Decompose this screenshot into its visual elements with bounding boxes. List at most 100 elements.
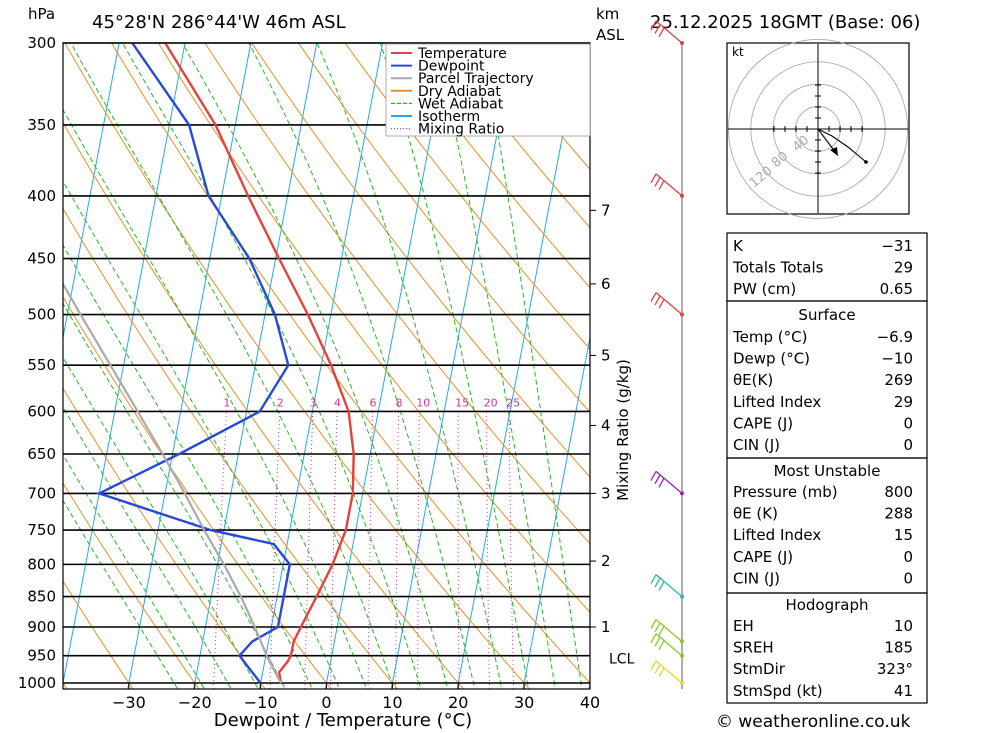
index-label: θE (K) [733,505,778,523]
index-label: Lifted Index [733,393,821,411]
index-value: 10 [894,617,913,635]
pressure-tick-label: 500 [27,306,56,324]
mixing-ratio-axis-label: Mixing Ratio (g/kg) [614,359,632,501]
index-value: 0.65 [880,280,913,298]
mixing-ratio-label: 15 [455,396,469,409]
pressure-tick-label: 900 [27,618,56,636]
x-tick-label: −10 [244,693,278,712]
mixing-ratio-label: 25 [506,396,520,409]
x-tick-label: 0 [321,693,331,712]
km-tick-label: 5 [601,346,611,364]
pressure-tick-label: 700 [27,484,56,502]
pressure-tick-label: 550 [27,356,56,374]
index-value: −6.9 [877,328,913,346]
copyright: © weatheronline.co.uk [716,712,911,732]
mixing-ratio-line [304,411,314,689]
x-tick-label: 30 [514,693,534,712]
mixing-ratio-line [508,411,515,689]
dry-adiabat-line [63,580,134,689]
datetime-title: 25.12.2025 18GMT (Base: 06) [650,12,920,33]
pressure-tick-label: 850 [27,588,56,606]
index-value: 269 [884,371,913,389]
axes: 1 2 3 4 6 8 10 15 20 25 Mixing Ratio (g/kg)−30 −20−… [112,359,632,731]
legend-label: Temperature [417,46,507,62]
index-value: 288 [884,505,913,523]
wet-adiabat-line [63,108,368,689]
isotherm-line [522,334,590,689]
isotherm-line [63,43,120,341]
index-value: 323° [877,660,913,678]
dry-adiabat-line [437,43,590,229]
index-section-title: Most Unstable [774,462,881,480]
km-tick-label: 2 [601,552,611,570]
isotherm-line [193,43,318,689]
mixing-ratio-line [457,411,460,689]
mixing-ratio-label: 1 [223,396,230,409]
index-label: EH [733,617,754,635]
mixing-ratio-line [486,411,490,689]
pressure-tick-label: 750 [27,521,56,539]
mixing-ratio-label: 4 [334,396,341,409]
pressure-lines: 300 350 400 450 500 550 600 650 700 750 800 850 900 9… [18,34,590,692]
mixing-ratio-label: 20 [484,396,498,409]
mixing-ratio-line [395,411,399,689]
mixing-ratio-label: 10 [416,396,430,409]
hpa-label: hPa [28,5,55,23]
wet-adiabat-line [63,499,179,689]
index-value: 29 [894,393,913,411]
isotherm-line [258,43,384,689]
index-value: 0 [903,414,913,432]
pressure-tick-label: 450 [27,250,56,268]
legend-label: Parcel Trajectory [418,71,534,87]
hodograph-unit: kt [732,45,744,59]
index-section-title: Surface [798,306,855,324]
hodograph-trace [817,128,867,163]
index-value: −31 [881,237,913,255]
dry-adiabat-line [391,43,590,289]
pressure-tick-label: 1000 [18,674,56,692]
legend-label: Dry Adiabat [418,84,501,100]
location-title: 45°28'N 286°44'W 46m ASL [92,12,346,33]
index-label: StmDir [733,660,786,678]
pressure-tick-label: 600 [27,402,56,420]
profiles [63,43,355,684]
isotherm-line [127,43,252,689]
dry-adiabat-line [344,43,590,350]
index-section-title: Hodograph [785,596,868,614]
x-tick-label: 40 [580,693,600,712]
wind-barbs [650,20,684,685]
x-tick-label: 10 [382,693,402,712]
legend-label: Mixing Ratio [418,122,504,138]
index-value: −10 [881,350,913,368]
km-tick-label: 3 [601,484,611,502]
index-label: Temp (°C) [732,328,807,346]
index-label: SREH [733,639,774,657]
index-value: 800 [884,483,913,501]
x-tick-label: −20 [178,693,212,712]
index-value: 29 [894,259,913,277]
index-label: CIN (J) [733,436,780,454]
pressure-tick-label: 300 [27,34,56,52]
km-tick-label: 1 [601,618,611,636]
mixing-ratio-label: 2 [277,396,284,409]
index-value: 0 [903,548,913,566]
pressure-tick-label: 400 [27,187,56,205]
legend-label: Dewpoint [418,59,485,75]
isotherm-line [63,43,186,686]
index-label: K [733,237,744,255]
mixing-ratio-line [212,411,227,689]
index-value: 0 [903,569,913,587]
temperature-series [164,43,355,684]
lcl-label: LCL [609,652,635,668]
wet-adiabat-line [316,43,503,689]
mixing-ratio-line [417,411,420,689]
km-tick-label: 4 [601,416,611,434]
parcel-trajectory-series [63,281,282,684]
mixing-ratio-label: 6 [369,396,376,409]
index-label: Lifted Index [733,526,821,544]
index-value: 15 [894,526,913,544]
legend-label: Isotherm [418,109,480,125]
